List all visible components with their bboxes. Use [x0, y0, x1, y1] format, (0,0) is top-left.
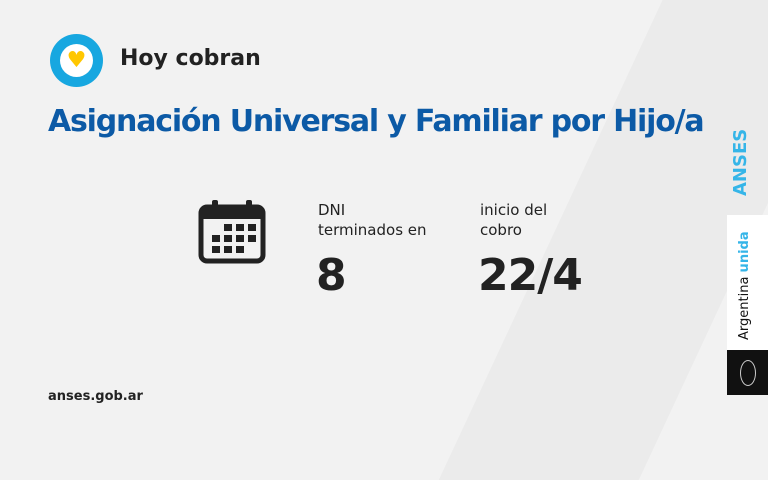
date-value: 22/4 — [478, 250, 583, 301]
heart-icon: ♥ — [60, 44, 93, 77]
background-shape — [438, 0, 768, 480]
coat-of-arms-icon — [727, 350, 768, 395]
dni-label: DNI terminados en — [318, 201, 427, 239]
brand-panel — [727, 215, 768, 350]
date-label: inicio del cobro — [480, 201, 548, 239]
page-title: Asignación Universal y Familiar por Hijo… — [48, 104, 705, 139]
heart-logo: ♥ — [50, 34, 103, 87]
dni-value: 8 — [316, 250, 347, 301]
calendar-icon — [198, 200, 266, 264]
anses-logo: ANSES — [730, 128, 751, 196]
subtitle: Hoy cobran — [120, 46, 261, 71]
website-url: anses.gob.ar — [48, 389, 143, 404]
argentina-unida-logo: Argentina unida — [737, 231, 752, 340]
